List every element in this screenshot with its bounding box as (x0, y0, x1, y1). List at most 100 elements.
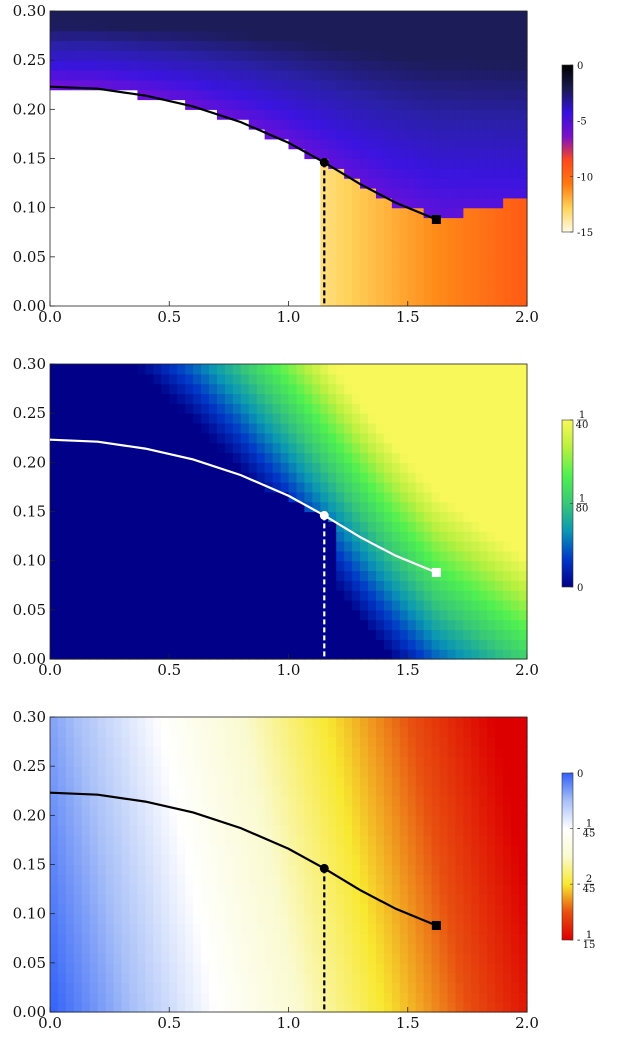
heatmap-cell (383, 903, 393, 915)
heatmap-cell (209, 89, 218, 101)
heatmap-cell (320, 148, 329, 160)
heatmap-cell (519, 383, 528, 395)
heatmap-cell (288, 726, 298, 738)
heatmap-cell (407, 296, 417, 307)
heatmap-cell (73, 472, 83, 483)
heatmap-cell (201, 619, 210, 631)
heatmap-cell (201, 835, 210, 846)
heatmap-cell (264, 89, 274, 101)
heatmap-cell (463, 276, 472, 287)
heatmap-cell (113, 462, 123, 473)
heatmap-cell (153, 89, 162, 101)
heatmap-cell (399, 383, 409, 395)
heatmap-cell (248, 825, 258, 836)
heatmap-cell (105, 129, 115, 140)
heatmap-cell (455, 423, 464, 434)
heatmap-cell (105, 521, 115, 532)
heatmap-cell (407, 217, 417, 228)
heatmap-cell (81, 953, 91, 964)
heatmap-cell (447, 629, 457, 640)
heatmap-cell (113, 933, 123, 944)
heatmap-cell (344, 815, 353, 826)
heatmap-cell (272, 442, 282, 454)
heatmap-cell (209, 766, 218, 777)
heatmap-cell (511, 413, 520, 424)
heatmap-cell (81, 119, 91, 130)
heatmap-cell (375, 472, 385, 483)
heatmap-cell (105, 462, 115, 473)
heatmap-cell (65, 726, 75, 738)
heatmap-cell (81, 992, 91, 1003)
heatmap-cell (232, 30, 242, 42)
heatmap-cell (113, 913, 123, 925)
heatmap-cell (57, 550, 67, 562)
heatmap-cell (320, 756, 329, 767)
heatmap-cell (479, 560, 488, 572)
heatmap-cell (73, 178, 83, 189)
heatmap-cell (352, 129, 361, 140)
heatmap-cell (209, 854, 218, 866)
heatmap-cell (161, 903, 170, 915)
heatmap-cell (360, 79, 369, 91)
heatmap-cell (391, 649, 401, 660)
heatmap-cell (201, 383, 210, 395)
heatmap-cell (431, 442, 441, 454)
heatmap-cell (129, 874, 139, 885)
heatmap-cell (81, 207, 91, 219)
heatmap-cell (153, 629, 162, 640)
heatmap-cell (344, 472, 353, 483)
heatmap-cell (328, 854, 337, 866)
heatmap-cell (232, 864, 242, 875)
heatmap-cell (73, 570, 83, 581)
heatmap-cell (320, 79, 329, 91)
heatmap-cell (177, 785, 186, 797)
heatmap-cell (503, 383, 512, 395)
heatmap-cell (169, 590, 178, 601)
heatmap-cell (463, 560, 472, 572)
heatmap-cell (431, 286, 441, 297)
heatmap-cell (383, 776, 393, 787)
heatmap-cell (288, 825, 298, 836)
heatmap-cell (336, 717, 345, 728)
heatmap-cell (264, 933, 274, 944)
heatmap-cell (50, 923, 59, 934)
heatmap-cell (256, 364, 266, 375)
heatmap-cell (232, 560, 242, 572)
heatmap-cell (272, 501, 282, 513)
heatmap-cell (479, 79, 488, 91)
heatmap-cell (209, 776, 218, 787)
heatmap-cell (216, 756, 226, 767)
heatmap-cell (312, 923, 321, 934)
heatmap-cell (161, 785, 170, 797)
heatmap-cell (455, 413, 464, 424)
heatmap-cell (455, 99, 464, 110)
heatmap-cell (479, 364, 488, 375)
heatmap-cell (415, 482, 425, 493)
heatmap-cell (312, 825, 321, 836)
heatmap-cell (185, 992, 194, 1003)
heatmap-cell (65, 99, 75, 110)
heatmap-cell (312, 452, 321, 463)
heatmap-cell (113, 364, 123, 375)
heatmap-cell (65, 20, 75, 32)
heatmap-cell (57, 570, 67, 581)
heatmap-cell (320, 619, 329, 631)
heatmap-cell (368, 30, 377, 42)
heatmap-cell (288, 472, 298, 483)
heatmap-cell (121, 432, 131, 444)
heatmap-cell (185, 256, 194, 268)
heatmap-cell (304, 649, 313, 660)
heatmap-cell (97, 736, 107, 748)
heatmap-cell (447, 168, 457, 179)
heatmap-cell (487, 286, 496, 297)
heatmap-cell (280, 600, 290, 611)
heatmap-cell (209, 590, 218, 601)
heatmap-cell (264, 580, 274, 591)
heatmap-cell (209, 50, 218, 61)
heatmap-cell (391, 619, 401, 631)
heatmap-cell (185, 158, 194, 169)
heatmap-cell (65, 40, 75, 51)
heatmap-cell (105, 403, 115, 414)
heatmap-cell (57, 923, 67, 934)
heatmap-cell (511, 482, 520, 493)
